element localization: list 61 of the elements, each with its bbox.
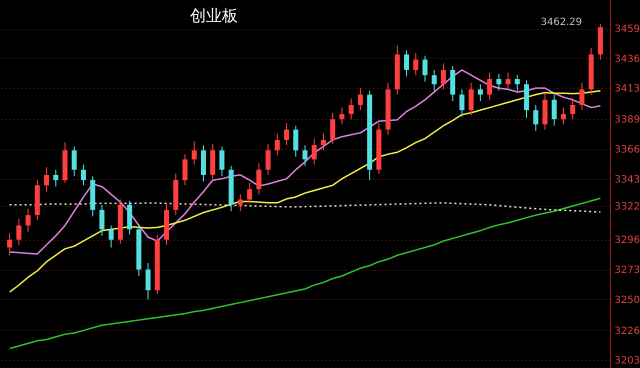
y-tick-label: 3389 — [614, 114, 640, 126]
candlestick — [514, 74, 520, 92]
candlestick — [7, 232, 12, 256]
y-tick-label: 3413 — [614, 84, 640, 95]
y-tick-label: 3273 — [614, 265, 640, 276]
line-series — [8, 90, 602, 293]
candlestick — [266, 143, 271, 176]
candlestick — [238, 194, 243, 212]
y-tick-label: 3203 — [614, 356, 640, 367]
candlestick — [413, 52, 418, 76]
y-tick-label: 3226 — [614, 326, 640, 337]
candlestick — [53, 169, 58, 188]
candlestick — [80, 164, 86, 186]
candlestick — [330, 112, 336, 144]
candlestick — [552, 94, 557, 126]
candlestick — [506, 72, 511, 90]
candlestick — [146, 262, 151, 300]
y-tick-label: 3296 — [614, 235, 640, 246]
candlestick — [219, 146, 224, 177]
candlestick — [256, 162, 262, 195]
candlestick — [16, 218, 22, 246]
candlestick — [570, 98, 576, 120]
y-tick-label: 3366 — [614, 144, 640, 156]
candlestick — [579, 82, 584, 111]
candlestick — [99, 204, 104, 236]
candlestick — [108, 224, 114, 248]
candlestick — [440, 62, 446, 90]
candlestick — [339, 107, 344, 125]
candlestick — [274, 132, 280, 156]
candlestick — [302, 144, 308, 166]
candlestick — [72, 146, 77, 177]
y-tick-label: 3436 — [614, 54, 640, 65]
y-tick-label: 3343 — [614, 174, 640, 186]
candlestick — [284, 122, 290, 146]
candlestick — [312, 138, 317, 166]
y-tick-label: 3459 — [614, 24, 640, 36]
y-tick-label: 3322 — [614, 202, 640, 213]
candlestick — [422, 55, 428, 82]
candlestick — [320, 132, 326, 151]
candlestick — [44, 166, 50, 192]
candlestick — [26, 208, 31, 232]
candlestick — [182, 154, 188, 186]
candlestick — [533, 104, 538, 132]
y-tick-label: 3250 — [614, 294, 640, 306]
candlestick — [432, 69, 437, 92]
candlestick — [560, 107, 566, 125]
candlestick — [348, 98, 354, 120]
line-series — [8, 198, 602, 350]
candlestick — [468, 82, 474, 116]
line-series — [8, 69, 602, 255]
chart-title: 创业板 — [190, 6, 238, 25]
candlestick — [459, 88, 464, 118]
candlestick — [496, 73, 502, 92]
annotation: 3462.29 — [540, 17, 582, 28]
candlestick — [478, 84, 483, 102]
candlestick — [293, 125, 298, 158]
candlestick — [358, 88, 363, 111]
candlestick — [192, 140, 197, 166]
candlestick — [487, 72, 492, 100]
candlestick — [404, 50, 410, 77]
candlestick — [247, 182, 252, 204]
